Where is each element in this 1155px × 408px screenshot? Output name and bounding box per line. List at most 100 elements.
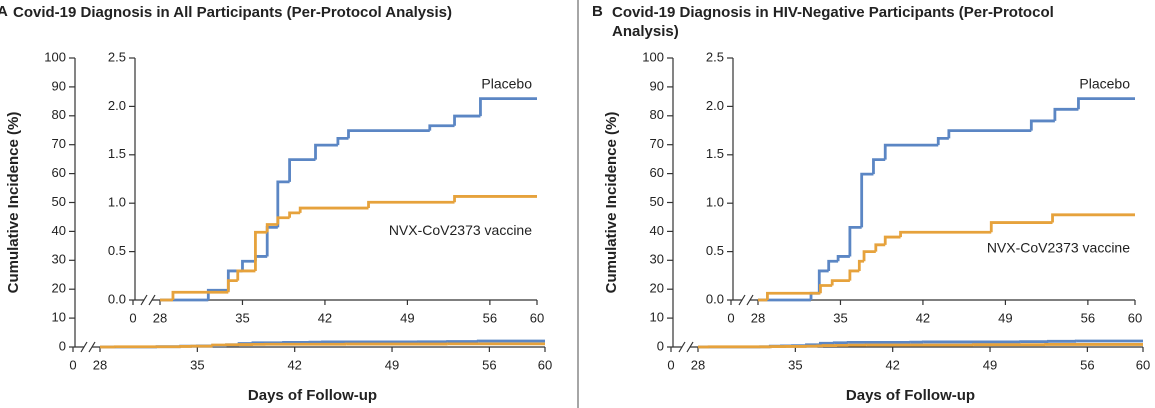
y-tick-label: 70 bbox=[650, 136, 664, 151]
x-axis-label: Days of Follow-up bbox=[248, 387, 377, 404]
inset-y-tick-label: 1.0 bbox=[706, 195, 724, 210]
inset-y-tick-label: 0.0 bbox=[108, 291, 126, 306]
axis-line bbox=[134, 58, 537, 301]
inset-step bbox=[830, 279, 850, 286]
y-axis-label: Cumulative Incidence (%) bbox=[5, 112, 22, 294]
y-tick-label: 30 bbox=[52, 252, 66, 267]
inset-y-tick-label: 2.0 bbox=[108, 98, 126, 113]
inset-x-tick-label: 28 bbox=[153, 310, 167, 325]
panel-letter: B bbox=[592, 3, 603, 20]
inset-step bbox=[947, 129, 1032, 139]
y-tick-label: 70 bbox=[52, 136, 66, 151]
x-tick-label: 35 bbox=[190, 357, 204, 372]
inset-y-tick-label: 0.5 bbox=[108, 243, 126, 258]
x-tick-label: 28 bbox=[93, 357, 107, 372]
axis-line bbox=[732, 58, 1135, 301]
inset-x-tick-label: 49 bbox=[998, 310, 1012, 325]
inset-step bbox=[827, 259, 839, 271]
x-tick-label: 42 bbox=[287, 357, 301, 372]
y-tick-label: 100 bbox=[44, 49, 66, 64]
inset-step bbox=[347, 129, 430, 139]
inset-y-tick-label: 0.5 bbox=[706, 243, 724, 258]
axis-break bbox=[678, 341, 694, 353]
y-tick-label: 50 bbox=[52, 194, 66, 209]
inset-y-tick-label: 0.0 bbox=[706, 291, 724, 306]
inset-step bbox=[874, 243, 886, 252]
main-step bbox=[211, 343, 227, 347]
x-tick-label: 35 bbox=[788, 357, 802, 372]
inset-x-tick-label: 60 bbox=[1128, 310, 1142, 325]
inset-step bbox=[836, 255, 850, 262]
axis-break bbox=[738, 294, 754, 306]
y-tick-label: 10 bbox=[650, 310, 664, 325]
inset-x-tick-label: 35 bbox=[235, 310, 249, 325]
axis-line bbox=[74, 58, 545, 348]
series-label: NVX-CoV2373 vaccine bbox=[389, 222, 532, 238]
y-tick-label: 50 bbox=[650, 194, 664, 209]
inset-x-tick-label: 0 bbox=[129, 310, 136, 325]
inset-x-tick-label: 56 bbox=[1081, 310, 1095, 325]
axis-break-gap bbox=[84, 344, 92, 350]
x-tick-label: 49 bbox=[385, 357, 399, 372]
inset-step bbox=[899, 230, 992, 238]
series-label: Placebo bbox=[481, 75, 532, 91]
main-step bbox=[818, 341, 835, 345]
inset-step bbox=[1029, 119, 1055, 131]
x-axis-label: Days of Follow-up bbox=[846, 387, 975, 404]
y-tick-label: 90 bbox=[52, 78, 66, 93]
inset-step bbox=[254, 255, 268, 262]
inset-x-tick-label: 60 bbox=[530, 310, 544, 325]
inset-step bbox=[848, 226, 862, 257]
inset-step bbox=[883, 235, 901, 245]
inset-y-tick-label: 1.5 bbox=[706, 146, 724, 161]
inset-step bbox=[336, 136, 349, 146]
inset-step bbox=[298, 206, 369, 213]
main-step bbox=[476, 339, 545, 343]
inset-step bbox=[288, 211, 301, 218]
series-label: NVX-CoV2373 vaccine bbox=[987, 240, 1130, 256]
axis-break-gap bbox=[144, 297, 152, 303]
y-axis-label: Cumulative Incidence (%) bbox=[603, 112, 620, 294]
inset-step bbox=[860, 172, 874, 228]
x-tick-label: 49 bbox=[983, 357, 997, 372]
y-tick-label: 10 bbox=[52, 310, 66, 325]
y-tick-label: 100 bbox=[642, 49, 664, 64]
inset-step bbox=[206, 288, 229, 300]
x-tick-label: 56 bbox=[1080, 357, 1094, 372]
inset-step bbox=[1051, 213, 1135, 223]
x-tick-label: 0 bbox=[667, 357, 674, 372]
y-tick-label: 80 bbox=[52, 107, 66, 122]
inset-step bbox=[226, 279, 238, 293]
inset-step bbox=[314, 143, 338, 160]
axis-break-gap bbox=[682, 344, 690, 350]
inset-x-tick-label: 49 bbox=[400, 310, 414, 325]
axis-break bbox=[80, 341, 96, 353]
inset-y-tick-label: 2.5 bbox=[706, 49, 724, 64]
y-tick-label: 60 bbox=[52, 165, 66, 180]
x-tick-label: 60 bbox=[1136, 357, 1150, 372]
panel-letter: A bbox=[0, 3, 8, 20]
inset-step bbox=[241, 259, 256, 271]
x-tick-label: 42 bbox=[885, 357, 899, 372]
inset-step bbox=[883, 143, 939, 160]
inset-step bbox=[872, 158, 886, 175]
inset-step bbox=[989, 221, 1053, 233]
inset-step bbox=[857, 259, 865, 271]
inset-x-tick-label: 42 bbox=[916, 310, 930, 325]
axis-line bbox=[672, 58, 1143, 348]
inset-step bbox=[766, 291, 821, 300]
inset-step bbox=[819, 284, 833, 294]
inset-step bbox=[479, 97, 537, 117]
inset-x-tick-label: 56 bbox=[483, 310, 497, 325]
panel-title: Covid-19 Diagnosis in HIV-Negative Parti… bbox=[612, 4, 1054, 40]
inset-x-tick-label: 35 bbox=[833, 310, 847, 325]
inset-step bbox=[453, 195, 537, 203]
inset-step bbox=[848, 269, 860, 281]
y-tick-label: 40 bbox=[650, 223, 664, 238]
inset-y-tick-label: 2.5 bbox=[108, 49, 126, 64]
inset-y-tick-label: 2.0 bbox=[706, 98, 724, 113]
axis-break bbox=[140, 294, 156, 306]
inset-step bbox=[171, 290, 229, 300]
